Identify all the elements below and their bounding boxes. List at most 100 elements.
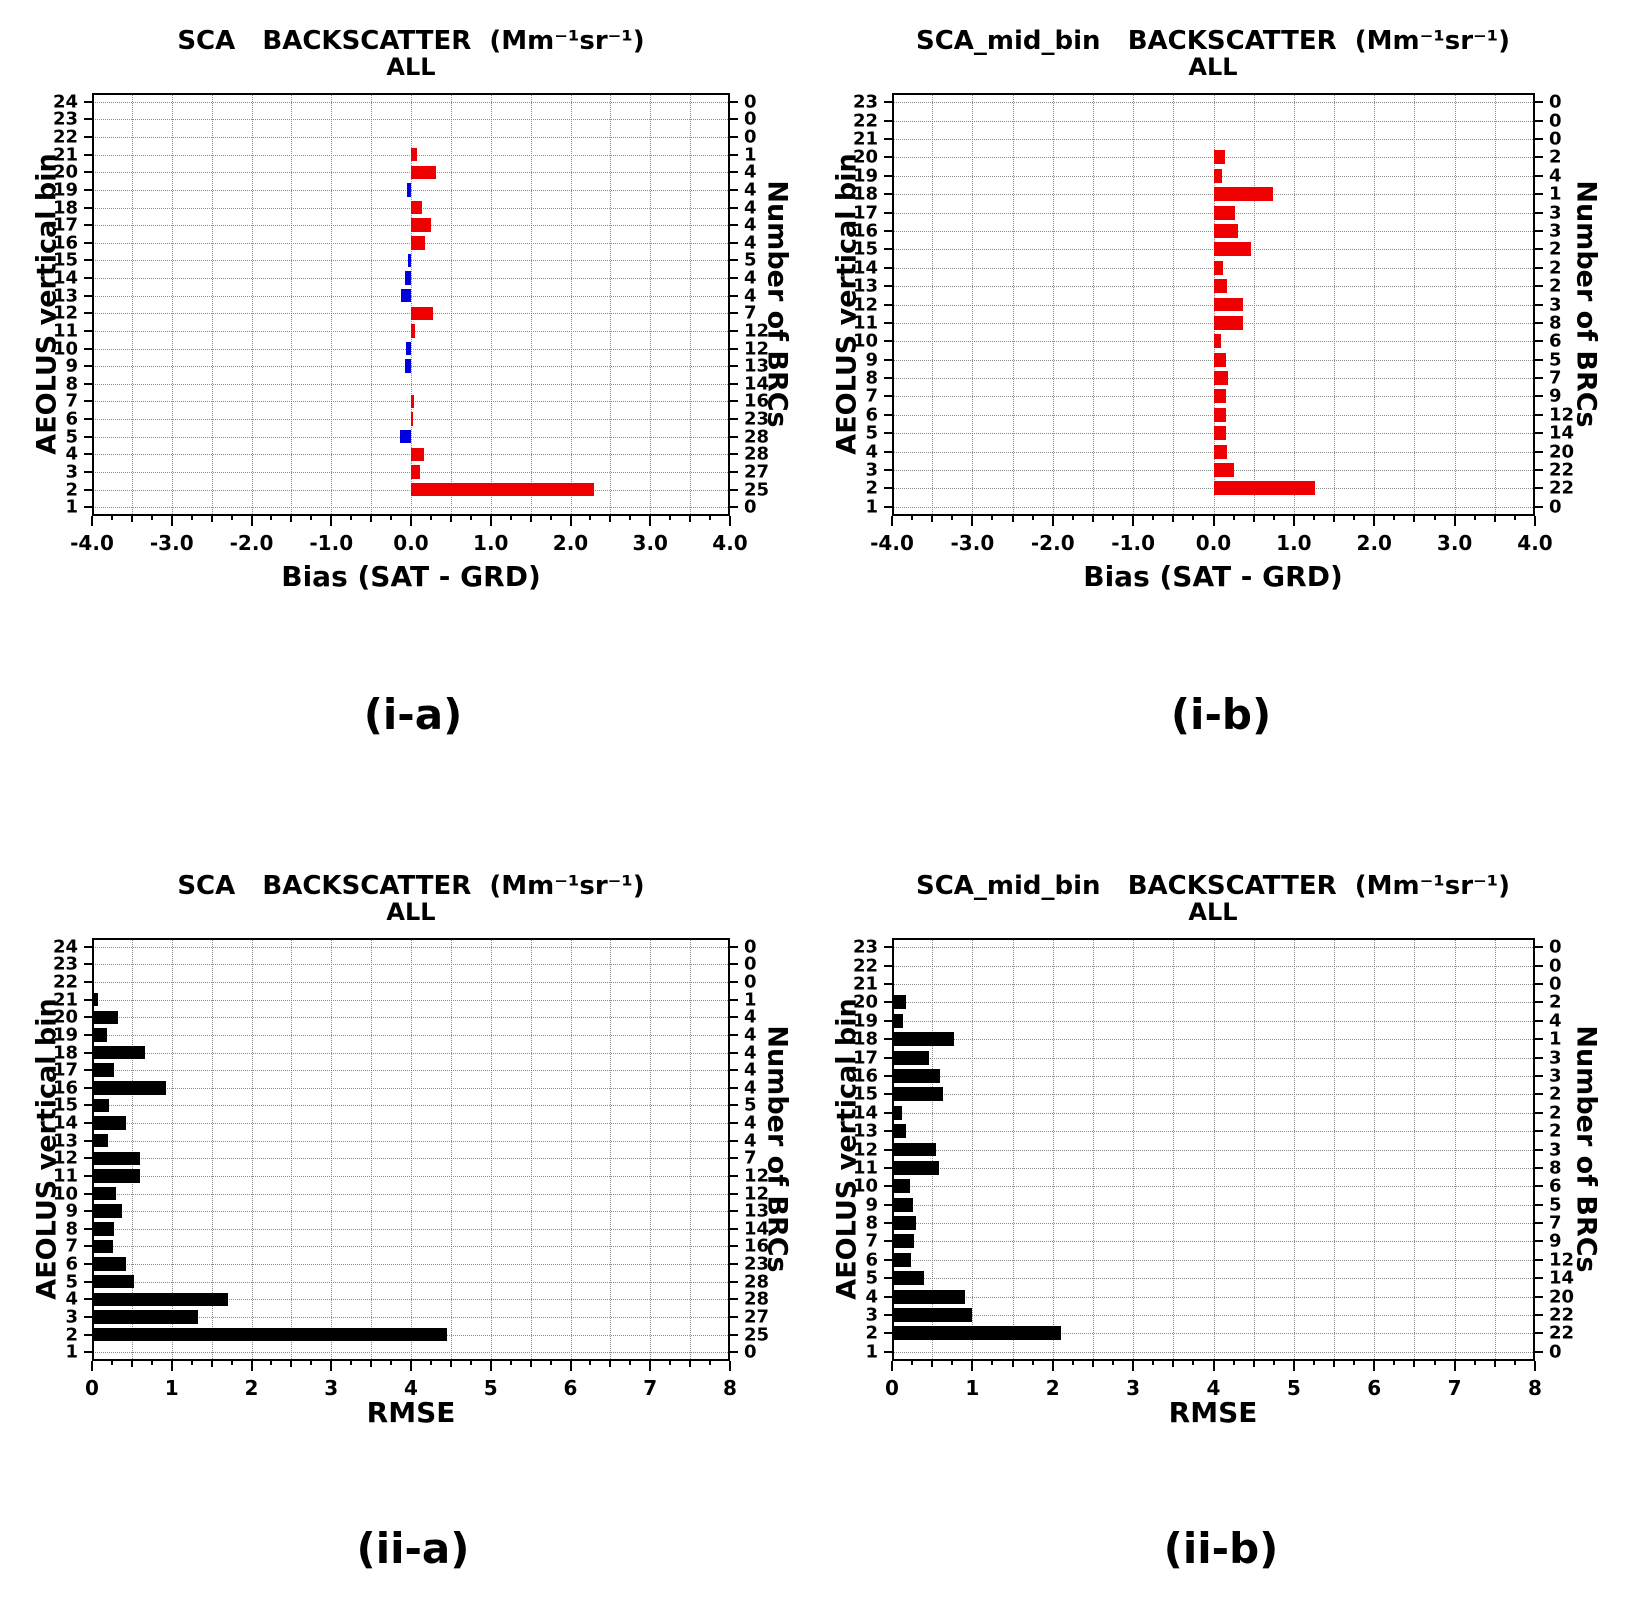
left-axis-tick <box>84 100 92 103</box>
bar-positive <box>92 1151 140 1165</box>
brc-count-label: 28 <box>744 443 770 465</box>
left-axis-tick <box>84 1069 92 1072</box>
x-axis-tick <box>549 516 552 520</box>
x-axis-tick <box>891 516 893 526</box>
vertical-bin-tick-label: 24 <box>52 91 78 113</box>
x-axis-tick-label: -4.0 <box>70 531 114 555</box>
vertical-bin-tick-label: 5 <box>65 426 78 448</box>
gridline-horizontal <box>892 965 1535 967</box>
right-axis-tick <box>730 100 738 103</box>
gridline-horizontal <box>92 1017 730 1019</box>
bar-positive <box>892 1271 925 1286</box>
x-axis-tick <box>1353 1361 1356 1365</box>
left-axis-tick <box>884 1056 892 1059</box>
vertical-bin-tick-label: 23 <box>852 91 878 113</box>
gridline-horizontal <box>892 1075 1535 1077</box>
x-axis-tick-label: 4 <box>404 1376 418 1400</box>
x-axis-tick <box>649 1361 652 1371</box>
left-axis-tick <box>84 1174 92 1177</box>
vertical-bin-tick-label: 10 <box>52 1183 78 1205</box>
left-axis-tick <box>84 382 92 385</box>
x-axis-tick <box>250 516 253 526</box>
right-axis-tick <box>730 312 738 315</box>
bar-positive <box>411 218 431 232</box>
bar-positive <box>1213 334 1221 349</box>
brc-count-label: 12 <box>744 1165 770 1187</box>
bar-positive <box>892 1050 929 1065</box>
brc-count-label: 27 <box>744 1306 770 1328</box>
right-axis-tick <box>1535 1277 1543 1280</box>
vertical-bin-tick-label: 2 <box>865 477 878 499</box>
right-axis-tick <box>1535 450 1543 453</box>
left-axis-tick <box>884 1074 892 1077</box>
bar-positive <box>92 1010 119 1024</box>
vertical-bin-tick-label: 8 <box>865 367 878 389</box>
gridline-vertical <box>450 93 452 516</box>
gridline-vertical <box>570 938 572 1361</box>
x-axis-tick <box>1333 516 1336 522</box>
vertical-bin-tick-label: 23 <box>52 953 78 975</box>
right-axis-tick <box>730 259 738 262</box>
x-axis-tick <box>1312 516 1315 520</box>
x-axis-tick <box>1534 1361 1536 1371</box>
brc-count-label: 2 <box>1549 238 1562 260</box>
x-axis-tick <box>230 1361 233 1365</box>
x-axis-tick <box>649 516 652 526</box>
bar-positive <box>411 306 433 320</box>
right-axis-tick <box>1535 964 1543 967</box>
x-axis-tick <box>549 1361 552 1365</box>
x-axis-tick-label: 8 <box>1528 1376 1542 1400</box>
brc-count-label: 22 <box>1549 459 1575 481</box>
left-axis-tick <box>84 259 92 262</box>
x-axis-tick <box>170 516 173 526</box>
x-axis-tick <box>1091 516 1094 522</box>
x-axis-tick <box>891 1361 893 1371</box>
x-axis-tick <box>1272 516 1275 520</box>
x-axis-tick <box>1373 516 1376 526</box>
gridline-horizontal <box>92 1264 730 1266</box>
brc-count-label: 12 <box>744 338 770 360</box>
brc-count-label: 5 <box>744 249 757 271</box>
vertical-bin-tick-label: 14 <box>852 257 878 279</box>
x-axis-tick-label: 3 <box>1126 1376 1141 1400</box>
x-axis-tick <box>589 516 592 520</box>
bar-negative <box>399 429 411 444</box>
left-axis-tick <box>884 1258 892 1261</box>
vertical-bin-tick-label: 1 <box>65 1341 78 1363</box>
brc-count-label: 3 <box>1549 1139 1562 1160</box>
x-axis-tick <box>429 1361 432 1365</box>
vertical-bin-tick-label: 6 <box>865 1249 878 1271</box>
vertical-bin-tick-label: 15 <box>52 1094 78 1116</box>
plot-frame <box>92 938 730 1361</box>
right-axis-tick <box>730 418 738 421</box>
x-axis-tick <box>1192 516 1195 520</box>
vertical-bin-tick-label: 12 <box>852 294 878 315</box>
vertical-bin-tick-label: 23 <box>852 936 878 958</box>
right-axis-tick <box>1535 1056 1543 1059</box>
bar-positive <box>92 1063 114 1077</box>
left-axis-tick <box>884 377 892 380</box>
left-axis-tick <box>884 101 892 104</box>
left-axis-tick <box>884 469 892 472</box>
right-axis-tick <box>1535 248 1543 251</box>
gridline-vertical <box>650 938 652 1361</box>
brc-count-label: 4 <box>744 1112 757 1134</box>
x-axis-tick <box>270 516 273 520</box>
left-axis-tick <box>884 1148 892 1151</box>
right-axis-tick <box>1535 487 1543 490</box>
gridline-horizontal <box>92 1158 730 1160</box>
x-axis-tick <box>1433 516 1436 520</box>
vertical-bin-tick-label: 20 <box>52 161 78 183</box>
right-axis-tick <box>730 294 738 297</box>
vertical-bin-tick-label: 4 <box>865 441 878 463</box>
brc-count-label: 14 <box>1549 422 1575 444</box>
left-axis-tick <box>884 1185 892 1188</box>
bar-positive <box>1213 168 1223 183</box>
brc-count-label: 16 <box>744 1235 770 1257</box>
brc-count-label: 0 <box>744 936 757 958</box>
gridline-horizontal <box>892 1149 1535 1151</box>
vertical-bin-tick-label: 19 <box>852 1010 878 1032</box>
brc-count-label: 1 <box>744 989 757 1011</box>
left-axis-tick <box>884 1019 892 1022</box>
x-axis-tick <box>489 1361 492 1371</box>
